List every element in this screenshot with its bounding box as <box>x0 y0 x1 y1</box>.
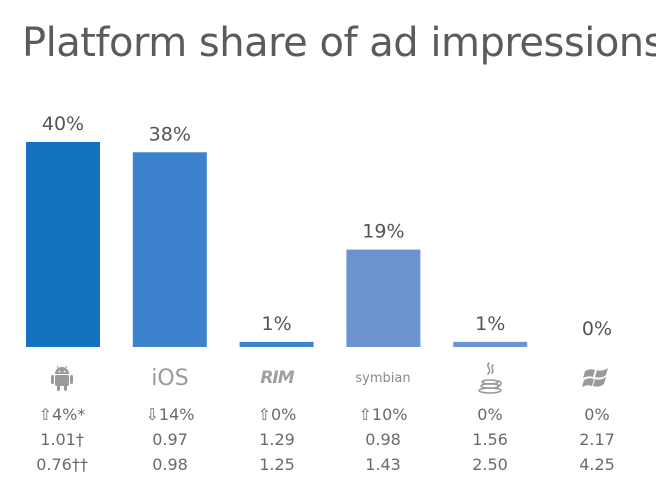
java-icon <box>478 362 502 394</box>
platform-rim: RIM <box>227 360 327 396</box>
change-value: ⇧10% <box>358 405 408 424</box>
index-value-1: 0.97 <box>152 430 188 449</box>
index-value-2: 0.98 <box>152 455 188 474</box>
bar-value-label-2: 1% <box>262 313 292 335</box>
symbian-wordmark: symbian <box>355 370 411 386</box>
stats-symbian: ⇧10% 0.98 1.43 <box>331 402 435 477</box>
change-value: ⇩14% <box>145 405 195 424</box>
index-value-1: 1.01† <box>40 430 84 449</box>
stats-rim: ⇧0% 1.29 1.25 <box>225 402 329 477</box>
stats-java: 0% 1.56 2.50 <box>438 402 542 477</box>
index-value-2: 1.43 <box>365 455 401 474</box>
change-value: ⇧0% <box>257 405 297 424</box>
bar-4 <box>453 341 528 347</box>
platform-symbian: symbian <box>333 360 433 396</box>
bar-2 <box>239 341 314 347</box>
change-value: ⇧4%* <box>38 405 86 424</box>
index-value-1: 0.98 <box>365 430 401 449</box>
bar-3 <box>346 249 421 347</box>
platform-java <box>440 360 540 396</box>
index-value-1: 1.29 <box>259 430 295 449</box>
bar-chart: 40% 38% 1% 19% 1% 0% <box>26 113 612 347</box>
platform-android <box>12 360 112 396</box>
index-value-2: 4.25 <box>579 455 615 474</box>
bar-value-label-4: 1% <box>475 313 505 335</box>
ios-wordmark: iOS <box>151 365 189 391</box>
platform-windows <box>547 360 647 396</box>
bar-1 <box>132 152 207 347</box>
index-value-2: 1.25 <box>259 455 295 474</box>
index-value-2: 2.50 <box>472 455 508 474</box>
bar-0 <box>26 142 100 347</box>
rim-logo-icon: RIM <box>260 368 294 388</box>
bar-value-label-0: 40% <box>42 113 84 135</box>
chart-title: Platform share of ad impressions <box>22 20 656 66</box>
index-value-1: 2.17 <box>579 430 615 449</box>
bar-value-label-5: 0% <box>582 318 612 340</box>
windows-icon <box>582 368 608 387</box>
stats-windows: 0% 2.17 4.25 <box>545 402 649 477</box>
bar-value-label-1: 38% <box>149 123 191 145</box>
platform-ios: iOS <box>120 360 220 396</box>
change-value: 0% <box>584 405 610 424</box>
android-icon <box>51 365 73 391</box>
bar-value-label-3: 19% <box>362 221 404 243</box>
stats-ios: ⇩14% 0.97 0.98 <box>118 402 222 477</box>
change-value: 0% <box>477 405 503 424</box>
stats-android: ⇧4%* 1.01† 0.76†† <box>10 402 114 477</box>
index-value-2: 0.76†† <box>36 455 88 474</box>
index-value-1: 1.56 <box>472 430 508 449</box>
